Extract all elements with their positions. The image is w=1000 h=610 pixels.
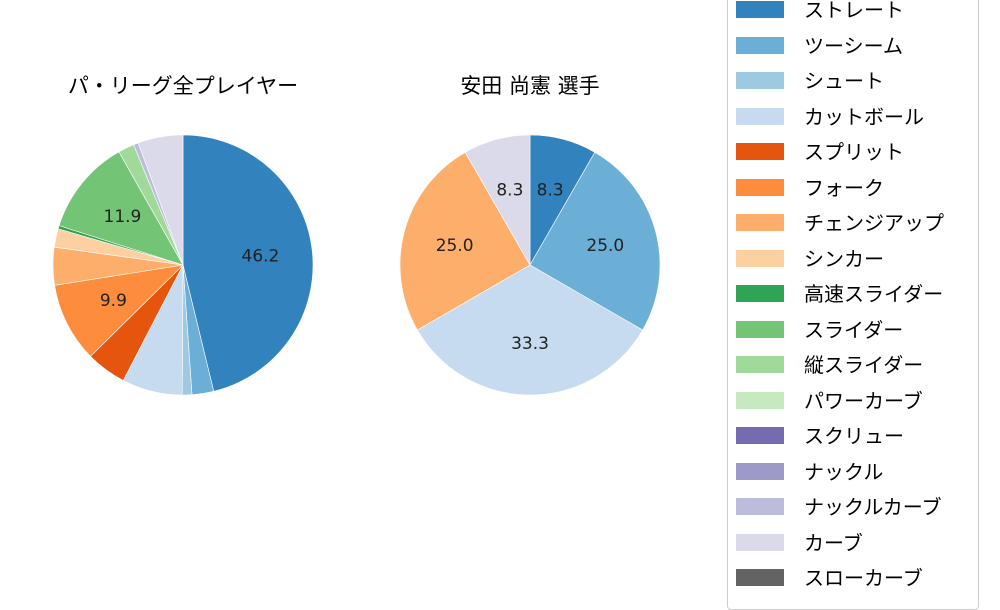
legend-swatch [736,36,784,54]
slice-label: 25.0 [586,236,624,256]
pie-slice [137,134,184,266]
legend-label: フォーク [804,175,884,200]
legend: ストレートツーシームシュートカットボール スプリットフォークチェンジアップ シンカー… [727,0,979,610]
legend-label: ナックル [804,459,884,484]
pie-slice [529,151,661,331]
legend-label: ナックルカーブ [804,495,942,519]
legend-item: 縦スライダー [728,350,978,380]
legend-item: シンカー [728,244,978,274]
legend-label: ストレート [804,0,904,22]
legend-label: スプリット [804,140,904,164]
legend-swatch [736,107,784,125]
legend-item: パワーカーブ [728,386,978,416]
legend-item: スライダー [728,315,978,345]
legend-swatch [736,391,784,409]
legend-swatch [736,214,784,231]
legend-swatch [736,356,784,373]
slice-label: 8.3 [537,181,564,201]
slice-label: 9.9 [100,291,127,311]
legend-label: カットボール [804,104,924,129]
legend-swatch [736,569,784,586]
legend-label: スクリュー [804,424,904,448]
legend-item: ツーシーム [728,31,978,61]
legend-swatch [736,533,784,551]
pie-slice [464,134,531,267]
legend-item: フォーク [728,173,978,203]
legend-item: チェンジアップ [728,208,978,238]
slice-label: 46.2 [242,247,280,267]
legend-swatch [736,320,784,338]
slice-label: 11.9 [104,207,142,227]
left-chart-title: パ・リーグ全プレイヤー [67,74,299,98]
player-pie-chart: 8.3 25.0 33.3 25.0 8.3 [399,134,661,396]
slice-label: 25.0 [436,236,474,256]
pie-slice [399,151,531,331]
pie-slice [54,264,184,357]
legend-swatch [736,427,784,444]
legend-item: ナックル [728,457,978,487]
legend-item: スクリュー [728,421,978,451]
legend-swatch [736,143,784,160]
legend-label: 高速スライダー [804,282,944,306]
legend-item: スローカーブ [728,563,978,593]
legend-item: ナックルカーブ [728,492,978,522]
slice-label: 33.3 [511,334,549,354]
legend-swatch [736,498,784,515]
pie-slice [182,134,314,392]
legend-label: スライダー [804,317,904,342]
legend-item: カーブ [728,528,978,558]
pie-slice [58,151,184,266]
legend-swatch [736,178,784,196]
legend-swatch [736,285,784,302]
right-chart-title: 安田 尚憲 選手 [460,74,600,98]
legend-swatch [736,72,784,89]
pie-slice [417,264,643,396]
legend-item: カットボール [728,102,978,132]
legend-label: シュート [804,69,884,93]
legend-swatch [736,462,784,480]
legend-item: 高速スライダー [728,279,978,309]
slice-label: 8.3 [496,181,523,201]
legend-item: シュート [728,66,978,96]
legend-swatch [736,1,784,18]
legend-label: ツーシーム [804,33,903,58]
legend-label: チェンジアップ [804,211,944,235]
league-pie-chart: 46.2 9.9 11.9 [52,134,314,396]
legend-swatch [736,249,784,267]
legend-label: スローカーブ [804,566,923,590]
legend-label: シンカー [804,246,884,271]
legend-label: パワーカーブ [804,388,923,413]
legend-item: スプリット [728,137,978,167]
legend-label: 縦スライダー [804,353,924,377]
legend-item: ストレート [728,0,978,25]
legend-label: カーブ [804,530,863,555]
